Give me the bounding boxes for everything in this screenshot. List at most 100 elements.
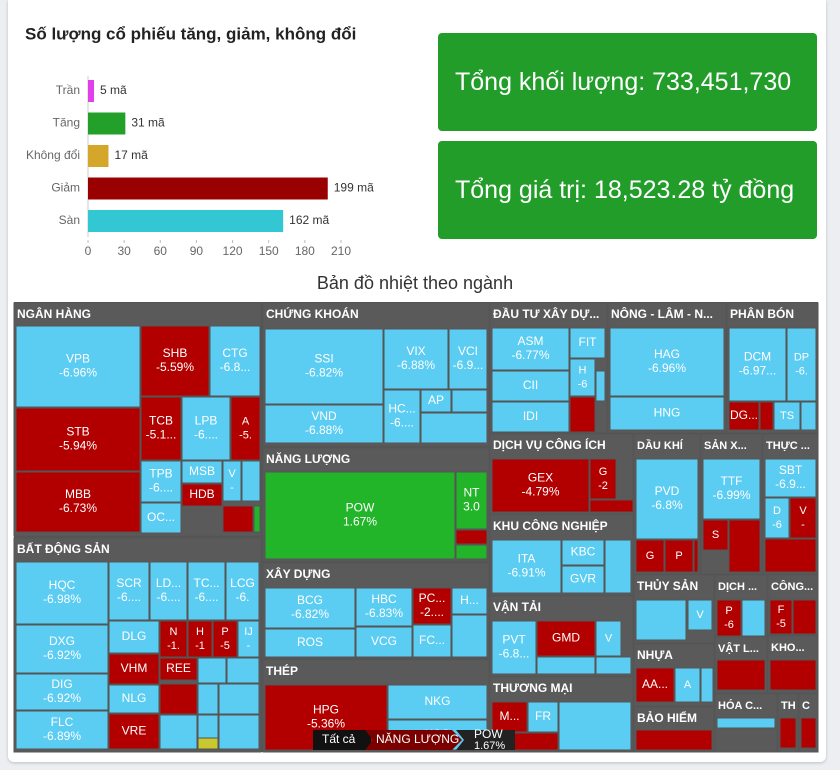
tile-name: V [799,505,807,517]
tile [15,471,141,533]
small-tile [604,539,632,594]
treemap-title: Bản đồ nhiệt theo ngành [317,273,513,293]
tile-name: S [712,529,719,541]
tile [225,561,260,621]
small-tile [420,412,488,444]
tile-name: VCG [371,634,397,648]
tile [15,325,141,408]
tile-name: DG... [730,408,758,422]
tile-name: H... [460,593,479,607]
tile [635,458,699,540]
sector-name: THỰC ... [766,440,810,452]
tile [264,587,356,629]
tile [181,483,223,507]
bar [88,112,126,135]
sector-name: NÔNG - LÂM - N... [611,306,713,321]
tile-name: LCG [230,576,255,590]
tile-name: DXG [49,634,75,648]
sector-name: DỊCH VỤ CÔNG ÍCH [493,437,606,452]
tile-value: -6. [235,590,249,604]
sector-name: TH [781,700,796,712]
stat-value: Tổng giá trị: 18,523.28 tỷ đồng [438,141,817,239]
tile [609,327,725,397]
tile-name: H [196,626,204,638]
tile-value: -6.9... [453,358,484,372]
tile-name: LPB [195,414,218,428]
tile [687,599,713,631]
tile [15,561,109,625]
tile [264,404,384,444]
tile-name: AA... [642,677,668,691]
tile [527,701,559,733]
tile-value: -6 [578,378,588,390]
tile [635,539,665,573]
tile [451,587,488,615]
tile-value: -6.89% [43,729,81,743]
sector-name: VẬN TẢI [493,599,541,614]
tile [108,713,160,750]
tile-name: TS [780,410,794,422]
tile [15,624,109,674]
tile-name: GVR [570,572,596,586]
tile [181,396,231,461]
tile-value: -5.94% [59,439,97,453]
x-tick-label: 0 [85,244,92,258]
small-tile [728,519,761,573]
breadcrumb-item: NĂNG LƯỢNG [376,731,459,746]
tile-name: PVD [655,484,680,498]
small-tile [222,505,254,533]
tile [561,539,605,566]
tile-value: -2 [598,480,608,492]
tile-name: DCM [744,350,771,364]
tile [773,401,801,431]
small-tile [716,659,766,691]
tile-value: -6.... [156,590,180,604]
small-tile [197,657,227,684]
sector-name: THÉP [266,663,298,678]
tile-value: -6.73% [59,501,97,515]
tile-name: IJ [244,626,253,638]
tile-name: LD... [156,576,181,590]
x-tick-label: 90 [190,244,204,258]
tile [764,458,817,498]
tile-name: D [773,505,781,517]
x-tick-label: 180 [295,244,315,258]
tile-name: V [228,468,236,480]
sector-name: KHO... [771,642,805,654]
tile-name: TCB [149,414,173,428]
small-tile [759,401,774,431]
tile-value: -5.1... [146,428,177,442]
x-tick-label: 60 [154,244,168,258]
value-label: 5 mã [100,83,127,97]
small-tile [595,656,632,675]
tile-name: FLC [51,715,74,729]
sector-name: BẢO HIỂM [637,710,697,725]
sector-name: BẤT ĐỘNG SẢN [17,541,110,556]
tile-name: GEX [528,471,553,485]
tile-name: HQC [49,578,76,592]
tile [455,471,488,530]
tile-name: A [242,415,250,427]
tile-name: STB [66,425,89,439]
tile-name: FR [535,709,551,723]
bar [88,177,328,200]
small-tile [218,683,260,715]
tile-name: V [696,609,704,621]
tile-value: -5.59% [156,360,194,374]
tile [769,599,793,635]
tile-name: P [221,626,228,638]
tile-value: -5 [776,618,786,630]
stat-volume: Tổng khối lượng: 733,451,730 [438,33,817,131]
bar [88,145,109,167]
tile-value: -6.92% [43,648,81,662]
tile [140,325,210,397]
tile-name: NLG [122,691,147,705]
tile-name: NT [464,486,481,500]
tile-value: -6.83% [365,606,403,620]
tile [108,561,150,621]
value-label: 199 mã [334,181,374,195]
tile [728,401,760,431]
tile-name: N [170,626,178,638]
tile [108,684,160,714]
tile-value: -6 [724,619,734,631]
